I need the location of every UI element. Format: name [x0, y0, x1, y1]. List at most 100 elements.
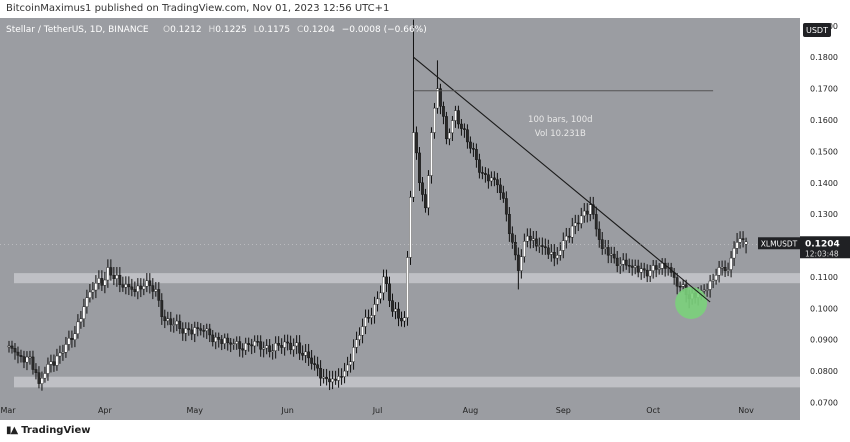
- candle-body: [232, 343, 236, 345]
- candle-body: [307, 351, 311, 359]
- candle-body: [349, 361, 352, 366]
- currency-badge[interactable]: [803, 23, 831, 37]
- y-tick-label: 0.1600: [810, 116, 838, 125]
- candle-body: [400, 318, 403, 322]
- candle-body: [166, 318, 170, 322]
- descending-trendline: [413, 56, 711, 303]
- candle-body: [588, 204, 592, 215]
- candle-body: [187, 328, 191, 331]
- candle-body: [208, 328, 212, 336]
- candle-body: [148, 280, 152, 286]
- price-axis-panel: [800, 18, 850, 420]
- candle-body: [472, 148, 475, 150]
- candle-body: [46, 364, 50, 374]
- attribution-bar: BitcoinMaximus1 published on TradingView…: [0, 0, 850, 18]
- axes: 0.07000.08000.09000.10000.11000.12000.13…: [0, 22, 850, 415]
- candle-body: [295, 342, 299, 347]
- candle-body: [313, 363, 317, 365]
- range-bars-label: 100 bars, 100d: [528, 115, 592, 125]
- x-tick-label: Mar: [0, 406, 16, 415]
- candle-body: [394, 308, 397, 312]
- candle-body: [555, 254, 559, 259]
- candle-body: [675, 277, 679, 287]
- x-tick-label: Sep: [556, 406, 571, 415]
- x-tick-label: Aug: [463, 406, 479, 415]
- candle-body: [163, 316, 167, 322]
- highlight-circle: [675, 286, 708, 319]
- candle-body: [322, 376, 325, 379]
- candle-body: [735, 242, 739, 249]
- candle-body: [552, 252, 556, 259]
- candle-body: [463, 128, 466, 130]
- candle-body: [214, 336, 218, 343]
- candle-body: [196, 327, 200, 329]
- candle-body: [738, 238, 742, 243]
- candle-body: [283, 341, 287, 348]
- candle-body: [73, 333, 77, 340]
- candle-body: [7, 345, 11, 348]
- candle-body: [358, 335, 361, 340]
- close-value: 0.1204: [303, 25, 335, 35]
- candle-body: [97, 278, 101, 284]
- candle-body: [415, 132, 418, 154]
- y-tick-label: 0.1500: [810, 147, 838, 156]
- candle-body: [436, 88, 439, 109]
- candle-body: [184, 328, 188, 334]
- candle-body: [85, 297, 89, 307]
- candle-body: [525, 235, 529, 242]
- plot-background: [0, 18, 800, 420]
- candle-body: [346, 364, 349, 372]
- symbol-badge: [758, 237, 800, 250]
- candle-body: [448, 132, 451, 140]
- candle-body: [334, 378, 337, 381]
- ohlc-readout: O0.1212 H0.1225 L0.1175 C0.1204 −0.0008 …: [163, 25, 427, 35]
- candle-body: [328, 378, 331, 383]
- symbol-name: Stellar / TetherUS, 1D, BINANCE: [6, 25, 149, 35]
- candle-body: [274, 343, 278, 351]
- candle-body: [76, 321, 80, 334]
- candle-body: [519, 256, 523, 271]
- candle-body: [376, 298, 379, 305]
- high-label: H: [208, 25, 215, 35]
- candle-body: [424, 194, 427, 209]
- candle-body: [244, 343, 248, 351]
- candle-body: [492, 177, 496, 180]
- candle-body: [202, 330, 206, 332]
- candle-body: [483, 173, 487, 175]
- candle-body: [714, 274, 718, 281]
- candle-body: [582, 210, 586, 217]
- candle-body: [226, 337, 230, 344]
- candle-body: [235, 341, 239, 344]
- y-tick-label: 0.1000: [810, 304, 838, 313]
- candle-body: [603, 247, 607, 249]
- price-chart[interactable]: 100 bars, 100d Vol 10.231B 0.0700 0.0800 0.…: [0, 18, 850, 420]
- candle-body: [744, 241, 748, 245]
- x-tick-label: Oct: [646, 406, 660, 415]
- candle-body: [723, 267, 727, 271]
- tradingview-logo[interactable]: ▮▲ TradingView: [6, 425, 90, 436]
- candle-body: [316, 364, 320, 369]
- candle-body: [193, 327, 197, 335]
- candle-body: [268, 345, 272, 352]
- candle-body: [109, 267, 113, 276]
- y-tick-label: 0.0900: [810, 336, 838, 345]
- candle-body: [621, 259, 625, 265]
- candle-countdown: 12:03:48: [805, 249, 839, 258]
- candle-body: [600, 239, 604, 249]
- candle-body: [454, 110, 457, 121]
- candle-body: [343, 370, 346, 377]
- candle-body: [732, 248, 736, 259]
- candle-body: [118, 274, 122, 285]
- candle-body: [609, 253, 613, 256]
- candle-body: [304, 351, 308, 356]
- brand-name: TradingView: [21, 425, 91, 436]
- candle-body: [480, 172, 484, 174]
- candle-body: [34, 369, 38, 373]
- candle-body: [223, 337, 227, 344]
- candle-body: [501, 192, 505, 199]
- candle-body: [262, 347, 266, 350]
- chart-canvas[interactable]: 100 bars, 100d Vol 10.231B 0.0700 0.0800 0.…: [0, 18, 850, 420]
- candle-body: [433, 107, 436, 133]
- candle-body: [340, 376, 343, 378]
- candle-body: [250, 344, 254, 347]
